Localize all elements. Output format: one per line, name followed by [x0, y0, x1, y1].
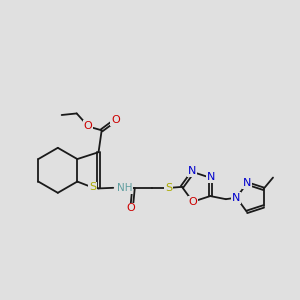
- Text: N: N: [232, 193, 240, 202]
- Text: O: O: [126, 203, 135, 213]
- Text: N: N: [207, 172, 215, 182]
- Text: S: S: [89, 182, 96, 193]
- Text: O: O: [84, 121, 93, 131]
- Text: N: N: [243, 178, 251, 188]
- Text: O: O: [111, 115, 120, 125]
- Text: O: O: [188, 197, 197, 207]
- Text: N: N: [188, 167, 196, 176]
- Text: S: S: [165, 183, 172, 193]
- Text: NH: NH: [117, 183, 132, 193]
